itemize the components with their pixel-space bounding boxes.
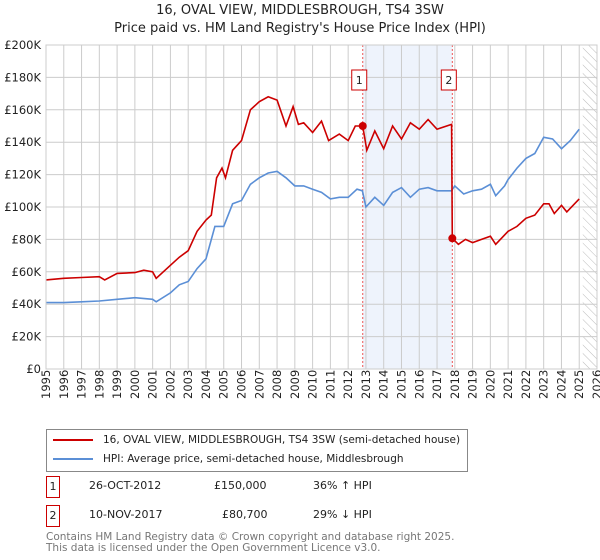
sale-price: £80,700 [222, 508, 268, 521]
legend-swatch-blue [53, 458, 93, 460]
legend-swatch-red [53, 439, 93, 441]
x-tick-label: 1997 [75, 370, 89, 399]
x-tick-label: 2018 [448, 370, 462, 399]
annotation-box [351, 69, 368, 91]
x-tick-label: 2025 [572, 370, 586, 399]
y-tick-label: £140K [4, 135, 41, 149]
footer-line-1: Contains HM Land Registry data © Crown c… [46, 531, 455, 543]
legend-item-hpi: HPI: Average price, semi-detached house,… [53, 453, 404, 465]
x-tick-label: 2014 [377, 370, 391, 399]
y-tick-label: £120K [4, 168, 41, 182]
y-tick-label: £100K [4, 200, 41, 214]
y-tick-label: £60K [12, 265, 42, 279]
y-tick-label: £80K [12, 232, 42, 246]
sale-badge: 1 [46, 476, 60, 498]
y-tick-label: £40K [12, 297, 42, 311]
x-tick-label: 2021 [501, 370, 515, 399]
plot-area: 1995 1996 1997 1998 1999 2000 2001 2002 2003 2004… [4, 38, 600, 399]
y-tick-label: £160K [4, 103, 41, 117]
legend: 16, OVAL VIEW, MIDDLESBROUGH, TS4 3SW (s… [46, 429, 468, 472]
x-tick-label: 2024 [554, 370, 568, 399]
sale-badge: 2 [46, 505, 60, 527]
x-tick-label: 2026 [590, 370, 600, 399]
x-tick-label: 2006 [235, 370, 249, 399]
x-tick-label: 1995 [39, 370, 53, 399]
annotation-label: 2 [445, 74, 452, 87]
x-tick-label: 1996 [57, 370, 71, 399]
x-tick-label: 2010 [306, 370, 320, 399]
x-tick-label: 2008 [270, 370, 284, 399]
footer: Contains HM Land Registry data © Crown c… [46, 532, 454, 554]
x-tick-label: 2000 [128, 370, 142, 399]
sale-date: 26-OCT-2012 [89, 479, 162, 492]
x-tick-label: 2023 [537, 370, 551, 399]
legend-label: HPI: Average price, semi-detached house,… [103, 453, 404, 465]
sale-hpi: 36% ↑ HPI [313, 479, 372, 492]
x-tick-label: 1999 [110, 370, 124, 399]
chart-title: 16, OVAL VIEW, MIDDLESBROUGH, TS4 3SW [156, 3, 444, 18]
plot-border [45, 44, 598, 370]
sale-date: 10-NOV-2017 [89, 508, 163, 521]
y-tick-label: £20K [12, 330, 42, 344]
x-tick-label: 2016 [412, 370, 426, 399]
x-tick-label: 2003 [181, 370, 195, 399]
chart-subtitle: Price paid vs. HM Land Registry's House … [114, 21, 486, 36]
x-tick-label: 2017 [430, 370, 444, 399]
x-tick-label: 2007 [252, 370, 266, 399]
series-line [46, 128, 580, 304]
x-tick-label: 2002 [163, 370, 177, 399]
annotation-label: 1 [356, 74, 363, 87]
x-tick-label: 2009 [288, 370, 302, 399]
x-tick-label: 2004 [199, 370, 213, 399]
annotation-box [440, 69, 457, 91]
x-tick-label: 2005 [217, 370, 231, 399]
sale-point [358, 122, 367, 130]
sale-price: £150,000 [214, 479, 267, 492]
x-tick-label: 2020 [483, 370, 497, 399]
y-tick-label: £200K [4, 38, 41, 52]
x-tick-label: 2011 [323, 370, 337, 399]
y-tick-label: £180K [4, 70, 41, 84]
x-tick-label: 1998 [92, 370, 106, 399]
sale-hpi: 29% ↓ HPI [313, 508, 372, 521]
legend-item-property: 16, OVAL VIEW, MIDDLESBROUGH, TS4 3SW (s… [53, 434, 460, 446]
x-tick-label: 2022 [519, 370, 533, 399]
x-tick-label: 2019 [466, 370, 480, 399]
x-tick-label: 2013 [359, 370, 373, 399]
x-tick-label: 2001 [146, 370, 160, 399]
series-line [45, 95, 580, 281]
x-tick-label: 2015 [394, 370, 408, 399]
footer-line-2: This data is licensed under the Open Gov… [46, 542, 381, 554]
y-tick-label: £0 [26, 362, 41, 376]
sale-point [448, 234, 457, 243]
x-tick-label: 2012 [341, 370, 355, 399]
legend-label: 16, OVAL VIEW, MIDDLESBROUGH, TS4 3SW (s… [103, 434, 461, 446]
